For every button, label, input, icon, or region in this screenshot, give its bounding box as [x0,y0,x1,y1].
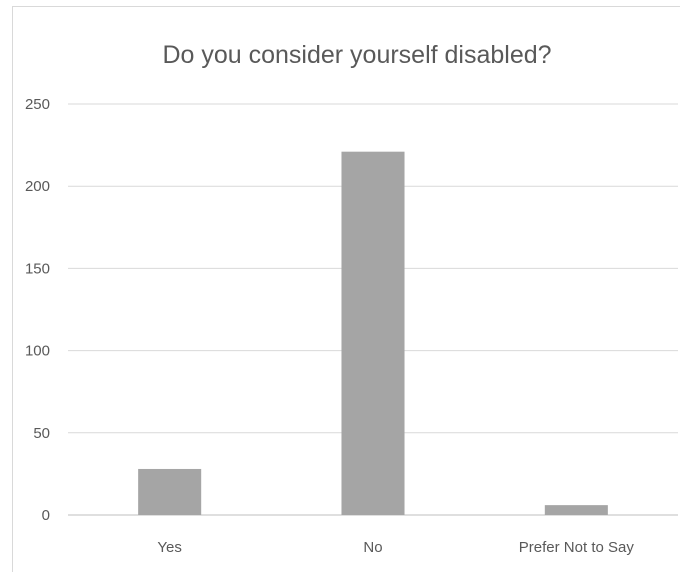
y-tick-label: 150 [25,260,50,277]
x-tick-label: Prefer Not to Say [519,539,635,556]
chart-title: Do you consider yourself disabled? [162,41,551,69]
bar-yes [138,468,202,515]
y-axis-ticks: 0 50 100 150 200 250 [25,96,50,524]
y-tick-label: 50 [33,425,50,442]
x-tick-label: No [363,539,382,556]
y-tick-label: 250 [25,96,50,113]
bars [138,151,608,515]
y-tick-label: 200 [25,178,50,195]
y-tick-label: 0 [42,507,50,524]
x-tick-label: Yes [157,539,181,556]
bar-prefer-not-to-say [544,505,608,515]
x-axis-ticks: Yes No Prefer Not to Say [157,539,634,556]
chart-frame [12,6,680,572]
y-tick-label: 100 [25,343,50,360]
bar-no [341,151,405,515]
